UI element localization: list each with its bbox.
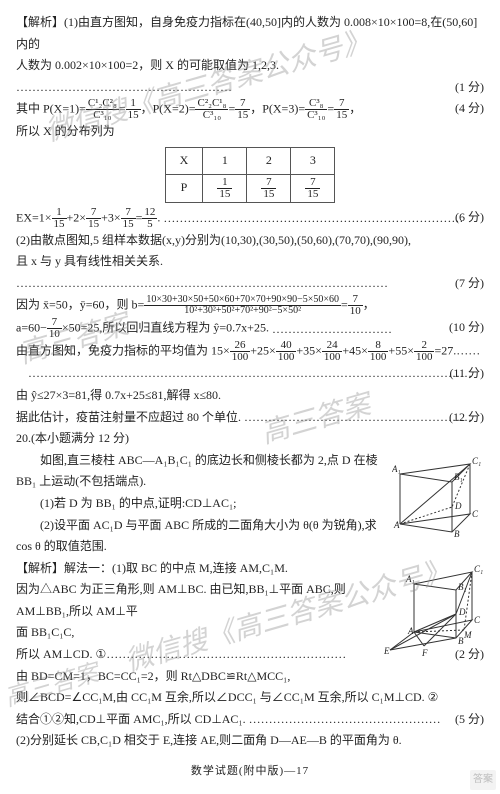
points: (10 分) — [449, 317, 484, 339]
problem-line: (1)若 D 为 BB₁ 的中点,证明:CD⊥AC₁; — [16, 493, 484, 515]
points: (1 分) — [455, 77, 484, 99]
problem-heading: 20.(本小题满分 12 分) — [16, 428, 484, 450]
solution-line: 且 x 与 y 具有线性相关关系. …………………………………………………………… — [16, 251, 484, 294]
points: (12 分) — [449, 407, 484, 429]
text: = — [136, 210, 143, 224]
solution-line: 由 BD=CM=1，BC=CC₁=2，则 Rt△DBC≌Rt△MCC₁, — [16, 666, 484, 688]
text: ，P(X=2)= — [141, 102, 196, 116]
solution-line: …………………………………………………………………………………………………(11… — [16, 363, 484, 385]
fraction: C¹₂C²₈C³₁₀ — [86, 98, 119, 121]
solution-line: 因为△ABC 为正三角形,则 AM⊥BC. 由已知,BB₁⊥平面 ABC,则 A… — [16, 579, 484, 622]
text: ×50=25,所以回归直线方程为 ŷ=0.7x+25. — [62, 321, 272, 335]
table-cell: 1 — [203, 147, 247, 174]
solution-line: 据此估计，疫苗注射量不应超过 80 个单位. ……………………………………………… — [16, 407, 484, 429]
text: 据此估计，疫苗注射量不应超过 80 个单位. — [16, 410, 244, 424]
solution-line: 人数为 0.002×10×100=2，则 X 的可能取值为 1,2,3. ………… — [16, 55, 484, 98]
text: (2)设平面 AC₁D 与平面 ABC 所成的二面角大小为 θ(θ 为锐角),求… — [16, 518, 377, 554]
text: 其中 P(X=1)= — [16, 102, 86, 116]
fraction: 115 — [126, 98, 141, 121]
corner-stamp: 答案 — [470, 770, 496, 790]
page-footer: 数学试题(附中版)—17 — [16, 762, 484, 782]
solution-line: 由 ŷ≤27×3=81,得 0.7x+25≤81,解得 x≤80. — [16, 385, 484, 407]
text: 【解析】(1)由直方图知，自身免疫力指标在(40,50]内的人数为 0.008×… — [16, 15, 477, 51]
solution-line: EX=1×115+2×715+3×715=125. ……………………………………… — [16, 207, 484, 230]
table-cell: 715 — [291, 174, 335, 202]
problem-line: 如图,直三棱柱 ABC—A₁B₁C₁ 的底边长和侧棱长都为 2,点 D 在棱 B… — [16, 450, 484, 493]
dots: ………………………………………………… — [244, 407, 472, 429]
text: 面 BB₁C₁C, — [16, 625, 74, 639]
text: 由直方图知，免疫力指标的平均值为 15× — [16, 344, 230, 358]
dots: ………………………………………… — [249, 709, 441, 731]
distribution-table: X123 P 115 715 715 — [165, 147, 336, 203]
text: =27.…… — [434, 344, 480, 358]
fraction: 715 — [334, 98, 349, 121]
fraction: C³₈C³₁₀ — [305, 98, 327, 121]
text: (2)由散点图知,5 组样本数据(x,y)分别为(10,30),(30,50),… — [16, 233, 411, 247]
text: 结合①②知,CD⊥平面 AMC₁,所以 CD⊥AC₁. — [16, 712, 249, 726]
text: +3× — [101, 210, 121, 224]
solution-line: 由直方图知，免疫力指标的平均值为 15×26100+25×40100+35×24… — [16, 340, 484, 363]
solution-line: a=60−710×50=25,所以回归直线方程为 ŷ=0.7x+25. …………… — [16, 317, 484, 340]
table-cell: 715 — [247, 174, 291, 202]
solution-line: (2)由散点图知,5 组样本数据(x,y)分别为(10,30),(30,50),… — [16, 230, 484, 252]
fraction: 10×30+30×50+50×60+70×70+90×90−5×50×6010²… — [144, 295, 341, 316]
points: (5 分) — [455, 709, 484, 731]
text: 由 BD=CM=1，BC=CC₁=2，则 Rt△DBC≌Rt△MCC₁, — [16, 669, 290, 683]
text: ， — [349, 102, 361, 116]
text: +55× — [388, 344, 414, 358]
text: 如图,直三棱柱 ABC—A₁B₁C₁ 的底边长和侧棱长都为 2,点 D 在棱 B… — [16, 453, 378, 489]
solution-line: 其中 P(X=1)=C¹₂C²₈C³₁₀=115，P(X=2)=C²₂C¹₈C³… — [16, 98, 484, 121]
solution-line: 因为 x̄=50，ȳ=60，则 b=10×30+30×50+50×60+70×7… — [16, 294, 484, 317]
text: (2)分别延长 CB,C₁D 相交于 E,连接 AE,则二面角 D—AE—B 的… — [16, 733, 402, 747]
text: 人数为 0.002×10×100=2，则 X 的可能取值为 1,2,3. — [16, 58, 279, 72]
points: (2 分) — [455, 644, 484, 666]
text: 【解析】解法一：(1)取 BC 的中点 M,连接 AM,C₁M. — [16, 561, 288, 575]
points: (6 分) — [455, 207, 484, 229]
points: (11 分) — [449, 363, 484, 385]
fraction: 715 — [235, 98, 250, 121]
solution-line: 则∠BCD=∠CC₁M,由 CC₁M 互余,所以∠DCC₁ 与∠CC₁M 互余,… — [16, 687, 484, 709]
solution-line: 【解析】(1)由直方图知，自身免疫力指标在(40,50]内的人数为 0.008×… — [16, 12, 484, 55]
text: ，P(X=3)= — [250, 102, 305, 116]
text: 所以 AM⊥CD. — [16, 647, 95, 661]
table-cell: 115 — [203, 174, 247, 202]
text: 因为△ABC 为正三角形,则 AM⊥BC. 由已知,BB₁⊥平面 ABC,则 A… — [16, 582, 346, 618]
text: 且 x 与 y 具有线性相关关系. — [16, 254, 163, 268]
dots: ………………………………………………………………… — [163, 208, 463, 230]
text: a=60− — [16, 321, 47, 335]
text: +35× — [296, 344, 322, 358]
solution-line: (2)分别延长 CB,C₁D 相交于 E,连接 AE,则二面角 D—AE—B 的… — [16, 730, 484, 752]
table-cell: 2 — [247, 147, 291, 174]
table-header: X — [165, 147, 203, 174]
table-header: P — [165, 174, 203, 202]
fraction: C²₂C¹₈C³₁₀ — [195, 98, 228, 121]
solution-line: 所以 AM⊥CD. ①……………………………………………………(2 分) — [16, 644, 484, 666]
text: EX=1× — [16, 210, 52, 224]
dots: ………………………………………………………………………………… — [16, 273, 388, 295]
text: +25× — [250, 344, 276, 358]
solution-line: 所以 X 的分布列为 — [16, 121, 484, 143]
text: +2× — [67, 210, 87, 224]
text: 由 ŷ≤27×3=81,得 0.7x+25≤81,解得 x≤80. — [16, 388, 221, 402]
solution-line: 面 BB₁C₁C, — [16, 622, 484, 644]
solution-line: 结合①②知,CD⊥平面 AMC₁,所以 CD⊥AC₁. ………………………………… — [16, 709, 484, 731]
text: = — [341, 298, 348, 312]
text: 因为 x̄=50，ȳ=60，则 b= — [16, 298, 144, 312]
table-cell: 3 — [291, 147, 335, 174]
problem-line: (2)设平面 AC₁D 与平面 ABC 所成的二面角大小为 θ(θ 为锐角),求… — [16, 515, 484, 558]
text: 则∠BCD=∠CC₁M,由 CC₁M 互余,所以∠DCC₁ 与∠CC₁M 互余,… — [16, 690, 438, 704]
points: (4 分) — [455, 98, 484, 120]
dots: ………………………… — [272, 319, 392, 341]
text: 所以 X 的分布列为 — [16, 124, 115, 138]
solution-line: 【解析】解法一：(1)取 BC 的中点 M,连接 AM,C₁M. — [16, 558, 484, 580]
dots: ………………………………………………………………………………………………… — [16, 363, 472, 385]
text: 20.(本小题满分 12 分) — [16, 431, 129, 445]
text: ， — [363, 298, 375, 312]
dots: ……………………………………………… — [16, 77, 232, 99]
text: (1)若 D 为 BB₁ 的中点,证明:CD⊥AC₁; — [16, 496, 237, 510]
points: (7 分) — [455, 273, 484, 295]
dots: …………………………………………………… — [106, 644, 346, 666]
text: +45× — [342, 344, 368, 358]
